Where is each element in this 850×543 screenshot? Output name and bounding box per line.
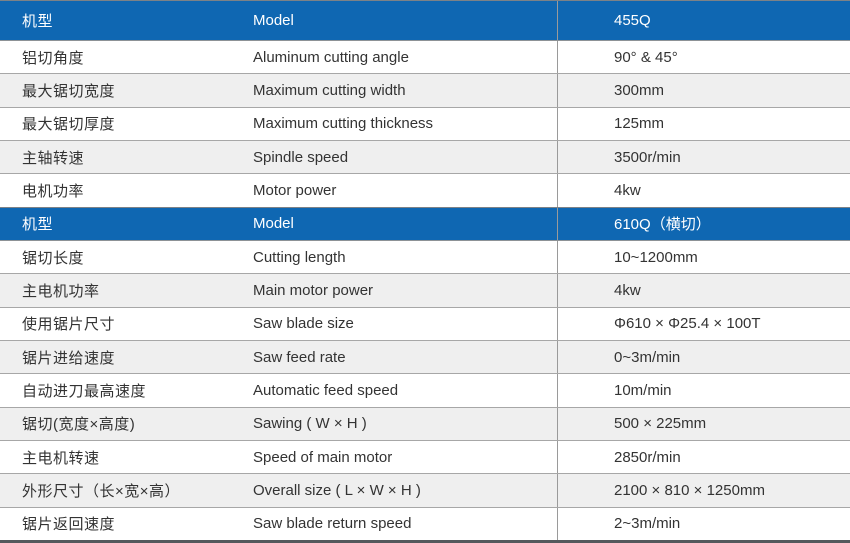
spec-label-cn: 使用锯片尺寸 xyxy=(22,316,116,334)
spec-label-en: Automatic feed speed xyxy=(253,381,399,399)
model-header-row-455q: 机型 Model 455Q xyxy=(0,0,850,40)
spec-label-en: Saw blade size xyxy=(253,315,354,333)
spec-label-cn: 外形尺寸（长×宽×高） xyxy=(22,482,181,500)
table-row: 锯切(宽度×高度) Sawing ( W × H ) 500 × 225mm xyxy=(0,406,850,440)
table-row: 铝切角度 Aluminum cutting angle 90° & 45° xyxy=(0,40,850,74)
spec-value: 2100 × 810 × 1250mm xyxy=(557,474,850,507)
table-row: 锯片返回速度 Saw blade return speed 2~3m/min xyxy=(0,506,850,540)
spec-value: 3500r/min xyxy=(557,140,850,174)
spec-label-cn: 锯片返回速度 xyxy=(22,516,116,534)
spec-label-en: Cutting length xyxy=(253,248,346,266)
spec-label-en: Motor power xyxy=(253,181,337,199)
spec-value: Φ610 × Φ25.4 × 100T xyxy=(557,307,850,340)
spec-value: 0~3m/min xyxy=(557,340,850,374)
header-model-value: 610Q（横切） xyxy=(557,207,850,240)
spec-label-cn: 锯片进给速度 xyxy=(22,349,116,367)
table-row: 主电机转速 Speed of main motor 2850r/min xyxy=(0,439,850,474)
spec-value: 90° & 45° xyxy=(557,41,850,74)
table-row: 使用锯片尺寸 Saw blade size Φ610 × Φ25.4 × 100… xyxy=(0,306,850,340)
spec-value: 500 × 225mm xyxy=(557,407,850,440)
spec-label-cn: 主轴转速 xyxy=(22,149,85,167)
table-row: 自动进刀最高速度 Automatic feed speed 10m/min xyxy=(0,373,850,407)
spec-label-en: Sawing ( W × H ) xyxy=(253,415,367,433)
spec-value: 2850r/min xyxy=(557,440,850,474)
spec-value: 10m/min xyxy=(557,374,850,407)
spec-value: 125mm xyxy=(557,107,850,140)
spec-label-en: Saw feed rate xyxy=(253,348,346,366)
header-label-cn: 机型 xyxy=(22,13,54,30)
spec-label-en: Spindle speed xyxy=(253,148,349,166)
spec-label-en: Overall size ( L × W × H ) xyxy=(253,481,421,499)
table-row: 外形尺寸（长×宽×高） Overall size ( L × W × H ) 2… xyxy=(0,473,850,507)
table-row: 锯片进给速度 Saw feed rate 0~3m/min xyxy=(0,339,850,374)
table-row: 主电机功率 Main motor power 4kw xyxy=(0,273,850,307)
spec-label-en: Maximum cutting thickness xyxy=(253,115,434,133)
header-label-en: Model xyxy=(253,12,294,29)
spec-label-en: Main motor power xyxy=(253,281,374,299)
table-row: 锯切长度 Cutting length 10~1200mm xyxy=(0,239,850,274)
spec-label-cn: 主电机转速 xyxy=(22,449,100,467)
spec-label-en: Aluminum cutting angle xyxy=(253,48,409,66)
spec-label-cn: 铝切角度 xyxy=(22,49,85,67)
spec-value: 2~3m/min xyxy=(557,507,850,540)
spec-label-cn: 主电机功率 xyxy=(22,282,100,300)
spec-label-cn: 最大锯切厚度 xyxy=(22,116,116,134)
spec-label-en: Saw blade return speed xyxy=(253,515,412,533)
table-row: 最大锯切宽度 Maximum cutting width 300mm xyxy=(0,73,850,107)
spec-value: 4kw xyxy=(557,274,850,307)
header-label-cn: 机型 xyxy=(22,216,54,234)
spec-label-cn: 电机功率 xyxy=(22,182,85,200)
header-model-value: 455Q xyxy=(557,1,850,40)
spec-label-en: Speed of main motor xyxy=(253,448,393,466)
spec-label-en: Maximum cutting width xyxy=(253,81,406,99)
table-bottom-border xyxy=(0,539,850,543)
header-label-en: Model xyxy=(253,215,294,233)
spec-value: 300mm xyxy=(557,74,850,107)
table-row: 最大锯切厚度 Maximum cutting thickness 125mm xyxy=(0,106,850,140)
table-row: 电机功率 Motor power 4kw xyxy=(0,173,850,207)
table-row: 主轴转速 Spindle speed 3500r/min xyxy=(0,139,850,174)
spec-label-cn: 锯切(宽度×高度) xyxy=(22,416,136,434)
spec-label-cn: 最大锯切宽度 xyxy=(22,82,116,100)
spec-label-cn: 锯切长度 xyxy=(22,249,85,267)
model-header-row-610q: 机型 Model 610Q（横切） xyxy=(0,206,850,240)
spec-label-cn: 自动进刀最高速度 xyxy=(22,382,147,400)
spec-value: 4kw xyxy=(557,174,850,207)
spec-value: 10~1200mm xyxy=(557,240,850,274)
